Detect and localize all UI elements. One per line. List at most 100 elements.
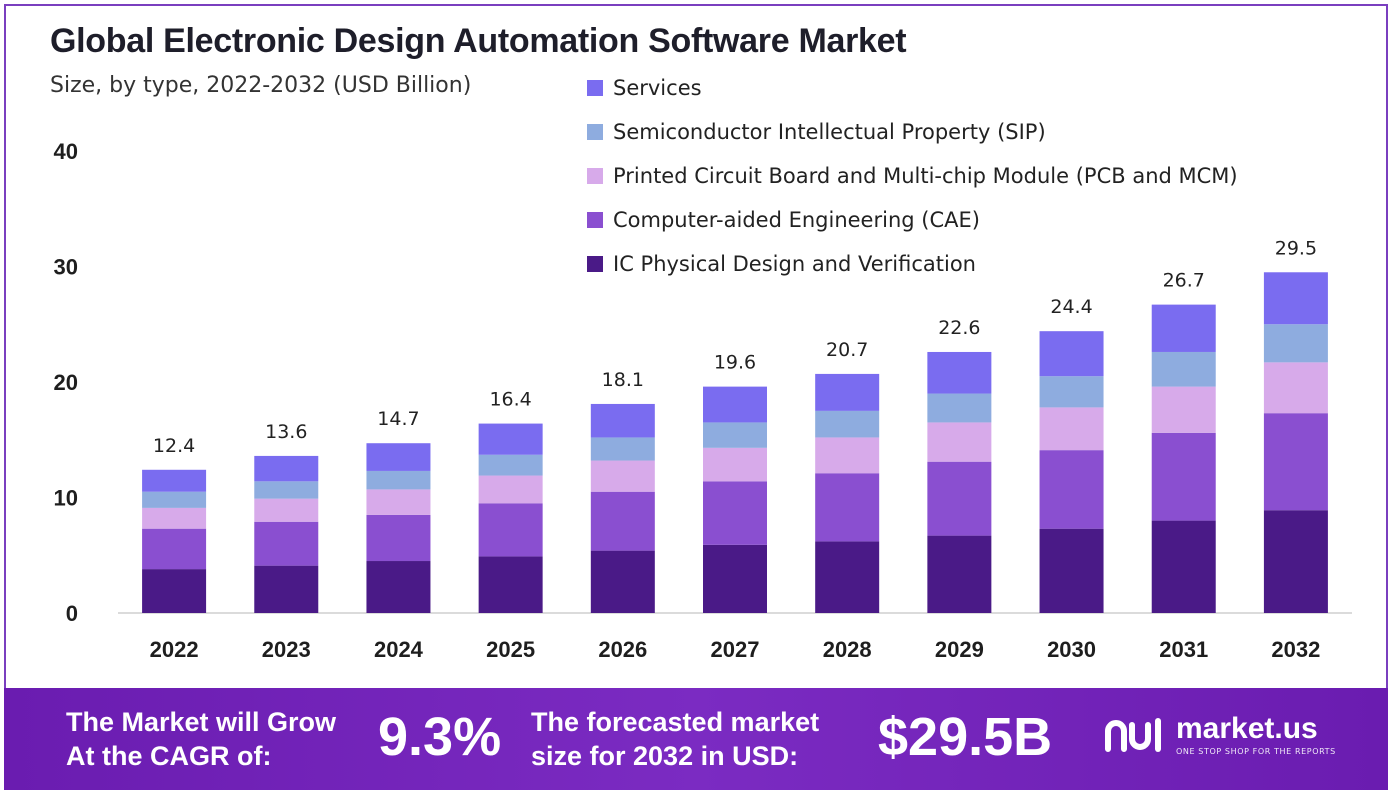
bar-segment <box>1039 450 1104 529</box>
bar-segment <box>1263 324 1328 363</box>
bar-segment <box>366 514 431 562</box>
bar-segment <box>366 489 431 515</box>
summary-footer: The Market will Grow At the CAGR of: 9.3… <box>4 688 1388 790</box>
bar-segment <box>815 473 880 542</box>
bar-segment <box>927 351 992 394</box>
bar-total-label: 16.4 <box>489 389 531 411</box>
legend-label: Services <box>613 76 702 100</box>
brand-tagline: ONE STOP SHOP FOR THE REPORTS <box>1176 747 1336 756</box>
bar-segment <box>1151 351 1216 387</box>
bar-segment <box>478 556 543 613</box>
y-tick-label: 10 <box>54 486 78 511</box>
bar-segment <box>1151 304 1216 352</box>
bar-total-label: 24.4 <box>1050 296 1092 318</box>
y-tick-label: 30 <box>54 255 78 280</box>
bar-total-label: 20.7 <box>826 339 868 361</box>
forecast-value: $29.5B <box>878 707 1053 767</box>
legend-label: IC Physical Design and Verification <box>613 252 976 276</box>
bar-segment <box>254 498 319 522</box>
legend-swatch <box>587 212 603 228</box>
bar-segment <box>815 373 880 411</box>
legend-swatch <box>587 80 603 96</box>
bar-segment <box>254 455 319 482</box>
bar-segment <box>1263 510 1328 613</box>
bar-segment <box>1151 520 1216 613</box>
bar-total-label: 12.4 <box>153 435 195 457</box>
x-tick-label: 2024 <box>374 637 424 662</box>
bar-segment <box>815 410 880 438</box>
legend-item: IC Physical Design and Verification <box>587 242 1238 286</box>
bar-segment <box>142 528 207 570</box>
cagr-label: The Market will Grow At the CAGR of: <box>66 705 336 773</box>
bar-segment <box>590 491 655 551</box>
bar-segment <box>1039 331 1104 377</box>
x-tick-label: 2028 <box>823 637 872 662</box>
legend-label: Computer-aided Engineering (CAE) <box>613 208 980 232</box>
legend-label: Printed Circuit Board and Multi-chip Mod… <box>613 164 1238 188</box>
legend-swatch <box>587 168 603 184</box>
bar-segment <box>366 561 431 613</box>
bar-segment <box>478 454 543 476</box>
bar-segment <box>1263 413 1328 511</box>
bar-segment <box>927 422 992 462</box>
bar-segment <box>703 481 767 545</box>
y-tick-label: 0 <box>66 601 78 626</box>
bar-segment <box>142 569 207 613</box>
x-tick-label: 2032 <box>1271 637 1320 662</box>
legend-swatch <box>587 256 603 272</box>
bar-segment <box>1263 362 1328 414</box>
brand-name: market.us <box>1176 712 1318 745</box>
bar-total-label: 26.7 <box>1163 270 1205 292</box>
legend-item: Services <box>587 66 1238 110</box>
bar-segment <box>478 475 543 504</box>
legend-swatch <box>587 124 603 140</box>
cagr-value: 9.3% <box>378 707 502 767</box>
chart-title: Global Electronic Design Automation Soft… <box>50 22 907 60</box>
chart-subtitle: Size, by type, 2022-2032 (USD Billion) <box>50 73 472 98</box>
bar-total-label: 13.6 <box>265 421 307 443</box>
legend-item: Computer-aided Engineering (CAE) <box>587 198 1238 242</box>
bar-segment <box>478 503 543 557</box>
legend-item: Printed Circuit Board and Multi-chip Mod… <box>587 154 1238 198</box>
bar-segment <box>142 469 207 492</box>
legend-item: Semiconductor Intellectual Property (SIP… <box>587 110 1238 154</box>
bar-segment <box>142 507 207 529</box>
stacked-bar-chart: 01020304012.4202213.6202314.7202416.4202… <box>54 139 1352 662</box>
forecast-label: The forecasted market size for 2032 in U… <box>531 705 819 773</box>
brand-logo: market.us ONE STOP SHOP FOR THE REPORTS <box>1104 714 1336 756</box>
bar-segment <box>590 437 655 461</box>
x-tick-label: 2031 <box>1159 637 1208 662</box>
bar-segment <box>590 460 655 492</box>
bar-total-label: 19.6 <box>714 352 756 374</box>
bar-segment <box>703 386 767 423</box>
cagr-label-line-2: At the CAGR of: <box>66 741 272 771</box>
bar-segment <box>927 535 992 613</box>
forecast-label-line-2: size for 2032 in USD: <box>531 741 799 771</box>
x-tick-label: 2025 <box>486 637 535 662</box>
bar-segment <box>366 443 431 471</box>
bar-segment <box>815 437 880 474</box>
x-tick-label: 2027 <box>711 637 760 662</box>
market-us-logo-icon <box>1105 718 1161 752</box>
bar-segment <box>1039 407 1104 451</box>
bar-segment <box>254 565 319 613</box>
x-tick-label: 2023 <box>262 637 311 662</box>
bar-total-label: 22.6 <box>938 317 980 339</box>
bar-segment <box>254 521 319 566</box>
bar-segment <box>927 461 992 536</box>
x-tick-label: 2029 <box>935 637 984 662</box>
bar-segment <box>815 541 880 613</box>
bar-segment <box>142 491 207 508</box>
chart-legend: Services Semiconductor Intellectual Prope… <box>587 66 1238 286</box>
bar-segment <box>703 422 767 448</box>
x-tick-label: 2022 <box>150 637 199 662</box>
bar-segment <box>927 393 992 423</box>
bar-segment <box>478 423 543 455</box>
bar-segment <box>1151 386 1216 433</box>
y-tick-label: 20 <box>54 370 78 395</box>
y-tick-label: 40 <box>54 139 78 164</box>
bar-segment <box>703 447 767 482</box>
bar-total-label: 18.1 <box>602 369 644 391</box>
bar-total-label: 14.7 <box>377 408 419 430</box>
x-tick-label: 2030 <box>1047 637 1096 662</box>
